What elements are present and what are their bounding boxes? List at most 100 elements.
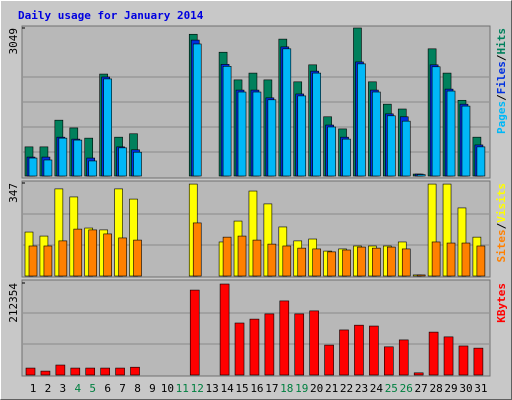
bar bbox=[118, 147, 127, 177]
x-tick-label: 25 bbox=[385, 382, 398, 395]
bar bbox=[267, 243, 277, 277]
x-tick-label: 4 bbox=[74, 382, 81, 395]
bar bbox=[461, 242, 471, 277]
x-tick-label: 8 bbox=[134, 382, 141, 395]
legend-entry: Visits bbox=[495, 183, 508, 223]
bar bbox=[237, 91, 247, 177]
bar bbox=[416, 274, 426, 277]
bar bbox=[297, 95, 307, 177]
bar bbox=[55, 364, 66, 376]
y-tick-label: 3049 bbox=[7, 28, 20, 55]
x-tick-label: 12 bbox=[191, 382, 204, 395]
x-tick-label: 28 bbox=[429, 382, 442, 395]
bar bbox=[357, 63, 366, 177]
x-tick-label: 17 bbox=[265, 382, 278, 395]
bar bbox=[327, 251, 336, 277]
bar bbox=[249, 318, 260, 376]
bar bbox=[342, 249, 351, 277]
bar bbox=[354, 324, 364, 376]
bar bbox=[88, 160, 98, 177]
legend: Pages/Files/Hits bbox=[495, 28, 508, 134]
bar bbox=[25, 367, 36, 376]
bar bbox=[252, 239, 262, 277]
bar bbox=[58, 240, 68, 277]
x-tick-label: 7 bbox=[119, 382, 126, 395]
x-tick-label: 30 bbox=[459, 382, 472, 395]
bar bbox=[372, 91, 381, 177]
x-tick-label: 19 bbox=[295, 382, 308, 395]
bar bbox=[219, 283, 230, 376]
bar bbox=[387, 246, 396, 277]
x-tick-label: 11 bbox=[176, 382, 189, 395]
legend-separator: / bbox=[495, 94, 508, 101]
bar bbox=[43, 245, 53, 277]
bar bbox=[384, 346, 394, 376]
bar bbox=[327, 126, 336, 177]
x-tick-label: 13 bbox=[206, 382, 219, 395]
bar bbox=[294, 313, 305, 376]
bar bbox=[339, 329, 349, 376]
x-tick-label: 20 bbox=[310, 382, 323, 395]
bar bbox=[133, 151, 142, 177]
legend: Sites/Visits bbox=[495, 183, 508, 263]
bar bbox=[40, 370, 51, 376]
bar bbox=[264, 313, 275, 376]
x-tick-label: 5 bbox=[89, 382, 96, 395]
bar bbox=[398, 339, 409, 376]
x-tick-label: 22 bbox=[340, 382, 353, 395]
bar bbox=[73, 228, 83, 277]
bar bbox=[324, 344, 334, 376]
bar bbox=[85, 367, 96, 376]
bar bbox=[309, 310, 319, 376]
bar bbox=[387, 115, 396, 177]
x-tick-label: 3 bbox=[60, 382, 67, 395]
x-tick-label: 9 bbox=[149, 382, 156, 395]
legend: KBytes bbox=[495, 283, 508, 323]
x-tick-label: 6 bbox=[104, 382, 111, 395]
bar bbox=[431, 241, 441, 277]
x-tick-label: 18 bbox=[280, 382, 293, 395]
bar bbox=[431, 66, 441, 177]
x-tick-label: 10 bbox=[161, 382, 174, 395]
x-tick-label: 26 bbox=[400, 382, 413, 395]
x-tick-label: 14 bbox=[220, 382, 234, 395]
bar bbox=[234, 322, 245, 376]
bar bbox=[279, 300, 290, 376]
x-tick-label: 27 bbox=[415, 382, 428, 395]
legend-separator: / bbox=[495, 54, 508, 61]
bar bbox=[428, 331, 439, 376]
y-tick-label: 212354 bbox=[7, 283, 20, 323]
legend-entry: KBytes bbox=[495, 283, 508, 323]
bar bbox=[192, 43, 202, 177]
legend-entry: Sites bbox=[495, 229, 508, 262]
bar bbox=[88, 229, 98, 277]
bar bbox=[70, 367, 81, 376]
bar bbox=[115, 367, 125, 376]
legend-entry: Hits bbox=[495, 28, 508, 55]
bar bbox=[252, 91, 262, 177]
bar bbox=[357, 246, 366, 277]
legend-entry: Files bbox=[495, 61, 508, 94]
y-tick-label: 347 bbox=[7, 183, 20, 203]
bar bbox=[369, 325, 379, 376]
chart-title: Daily usage for January 2014 bbox=[18, 9, 204, 22]
bar bbox=[458, 345, 469, 376]
bar bbox=[282, 245, 292, 277]
bar bbox=[267, 99, 277, 177]
bar bbox=[476, 146, 486, 177]
x-tick-label: 2 bbox=[45, 382, 52, 395]
bar bbox=[476, 245, 486, 277]
bar bbox=[342, 138, 351, 177]
bar bbox=[43, 159, 53, 177]
bar bbox=[401, 248, 411, 277]
bar bbox=[473, 347, 484, 376]
bar bbox=[237, 235, 247, 277]
x-tick-label: 24 bbox=[370, 382, 384, 395]
bar bbox=[443, 336, 454, 376]
bar bbox=[73, 139, 83, 177]
bar bbox=[297, 247, 307, 277]
bar bbox=[401, 120, 411, 177]
bar bbox=[312, 72, 321, 177]
